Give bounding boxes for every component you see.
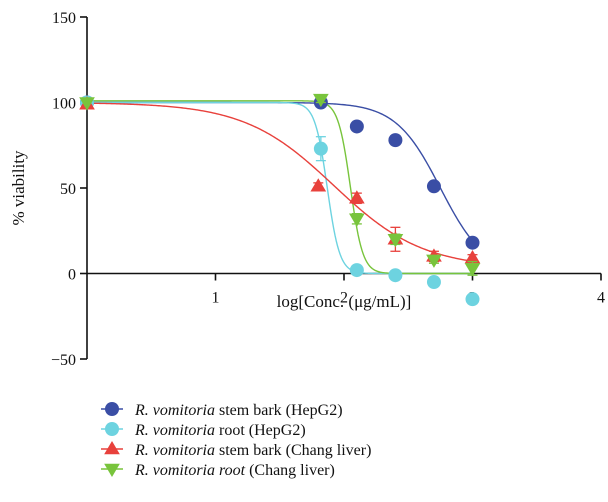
legend-item-series-1: R. vomitoria stem bark (HepG2) [101,402,343,419]
fit-curve-series-4 [87,100,473,275]
y-axis-label: % viability [9,150,28,226]
fitted-curves [86,100,474,275]
data-point-series-3 [464,250,481,264]
data-point-series-2 [349,263,364,278]
data-point-series-4 [464,263,481,277]
legend-label: R. vomitoria stem bark (HepG2) [134,402,343,419]
data-point-series-4 [349,213,365,227]
legend-label: R. vomitoria root (Chang liver) [134,462,335,479]
data-point-series-3 [349,190,365,204]
x-tick-label: 2 [340,290,348,307]
data-point-series-3 [310,178,327,192]
fit-curve-series-2 [87,101,473,275]
data-point-series-2 [426,275,441,290]
legend-item-series-4: R. vomitoria root (Chang liver) [101,462,335,479]
data-point-series-1 [388,133,403,148]
y-tick-label: 100 [52,96,76,113]
legend-marker [105,402,119,416]
legend-marker [105,422,119,436]
fit-curve-series-1 [87,101,474,242]
legend-marker [104,463,120,478]
data-markers [79,93,481,307]
data-point-series-4 [387,234,404,248]
legend-item-series-2: R. vomitoria root (HepG2) [101,422,306,439]
data-point-series-4 [313,93,329,108]
legend-label: R. vomitoria root (HepG2) [134,422,306,439]
data-point-series-2 [465,292,480,307]
legend-marker [104,440,120,455]
x-tick-label: 4 [597,290,605,307]
fit-curve-series-3 [86,102,473,262]
data-point-series-2 [388,268,403,283]
data-point-series-4 [79,97,95,111]
legend-label: R. vomitoria stem bark (Chang liver) [134,442,371,459]
data-point-series-2 [313,141,328,156]
data-point-series-1 [426,179,441,194]
y-tick-label: 0 [68,267,76,284]
y-tick-label: −50 [51,352,76,369]
data-point-series-1 [349,119,364,134]
data-point-series-1 [465,235,480,250]
x-tick-label: 1 [212,290,220,307]
data-point-series-4 [426,254,442,268]
legend: R. vomitoria stem bark (HepG2) R. vomitor… [101,402,371,479]
y-tick-label: 150 [52,10,76,27]
y-tick-label: 50 [60,181,76,198]
legend-item-series-3: R. vomitoria stem bark (Chang liver) [101,440,371,459]
x-axis-label: log[Conc. (μg/mL)] [277,292,412,311]
